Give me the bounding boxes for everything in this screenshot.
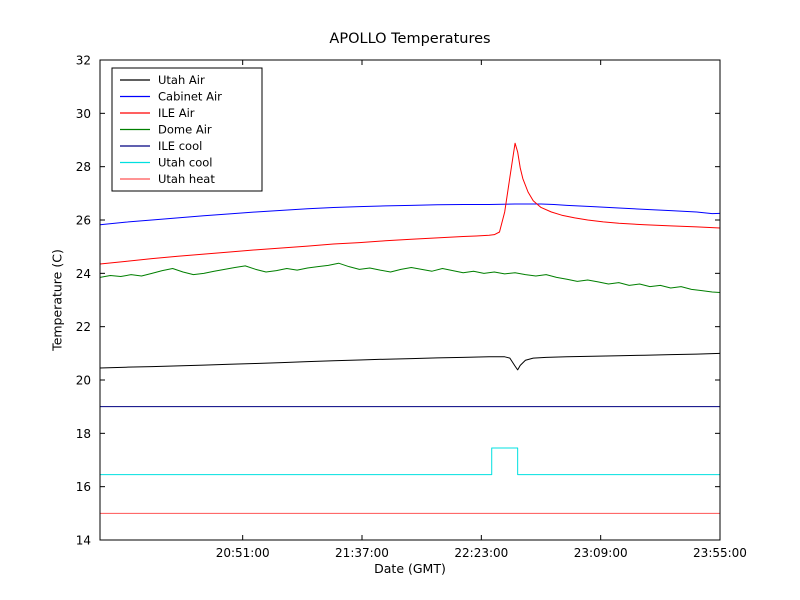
x-tick-label: 20:51:00 xyxy=(216,546,270,560)
y-tick-label: 18 xyxy=(76,427,91,441)
y-tick-label: 32 xyxy=(76,54,91,68)
x-tick-label: 21:37:00 xyxy=(335,546,389,560)
series-line-dome-air xyxy=(100,262,720,294)
y-tick-label: 22 xyxy=(76,320,91,334)
x-tick-label: 22:23:00 xyxy=(454,546,508,560)
chart-title: APOLLO Temperatures xyxy=(329,31,491,47)
series-group xyxy=(100,142,720,514)
legend-label-utah-heat: Utah heat xyxy=(158,172,215,186)
legend-box: Utah Air Cabinet Air ILE Air Dome Air ILE co… xyxy=(111,67,263,192)
legend-label-ile-cool: ILE cool xyxy=(158,139,202,153)
y-tick-label: 20 xyxy=(76,374,91,388)
x-tick-label: 23:55:00 xyxy=(693,546,747,560)
legend-label-dome-air: Dome Air xyxy=(158,123,212,137)
legend-label-utah-air: Utah Air xyxy=(158,73,205,87)
y-tick-label: 28 xyxy=(76,160,91,174)
y-tick-label: 30 xyxy=(76,107,91,121)
y-tick-label: 26 xyxy=(76,214,91,228)
series-line-cabinet-air xyxy=(100,203,720,226)
series-line-utah-air xyxy=(100,352,720,371)
series-line-utah-cool xyxy=(100,447,720,476)
y-tick-label: 24 xyxy=(76,267,91,281)
legend-label-cabinet-air: Cabinet Air xyxy=(158,90,222,104)
y-tick-label: 16 xyxy=(76,480,91,494)
series-line-ile-air xyxy=(100,142,720,265)
y-tick-label: 14 xyxy=(76,534,91,548)
x-tick-label: 23:09:00 xyxy=(574,546,628,560)
plot-frame xyxy=(99,59,721,541)
legend-label-utah-cool: Utah cool xyxy=(158,156,213,170)
legend-label-ile-air: ILE Air xyxy=(158,106,195,120)
y-axis-label: Temperature (C) xyxy=(49,249,65,351)
x-axis-label: Date (GMT) xyxy=(374,561,446,576)
